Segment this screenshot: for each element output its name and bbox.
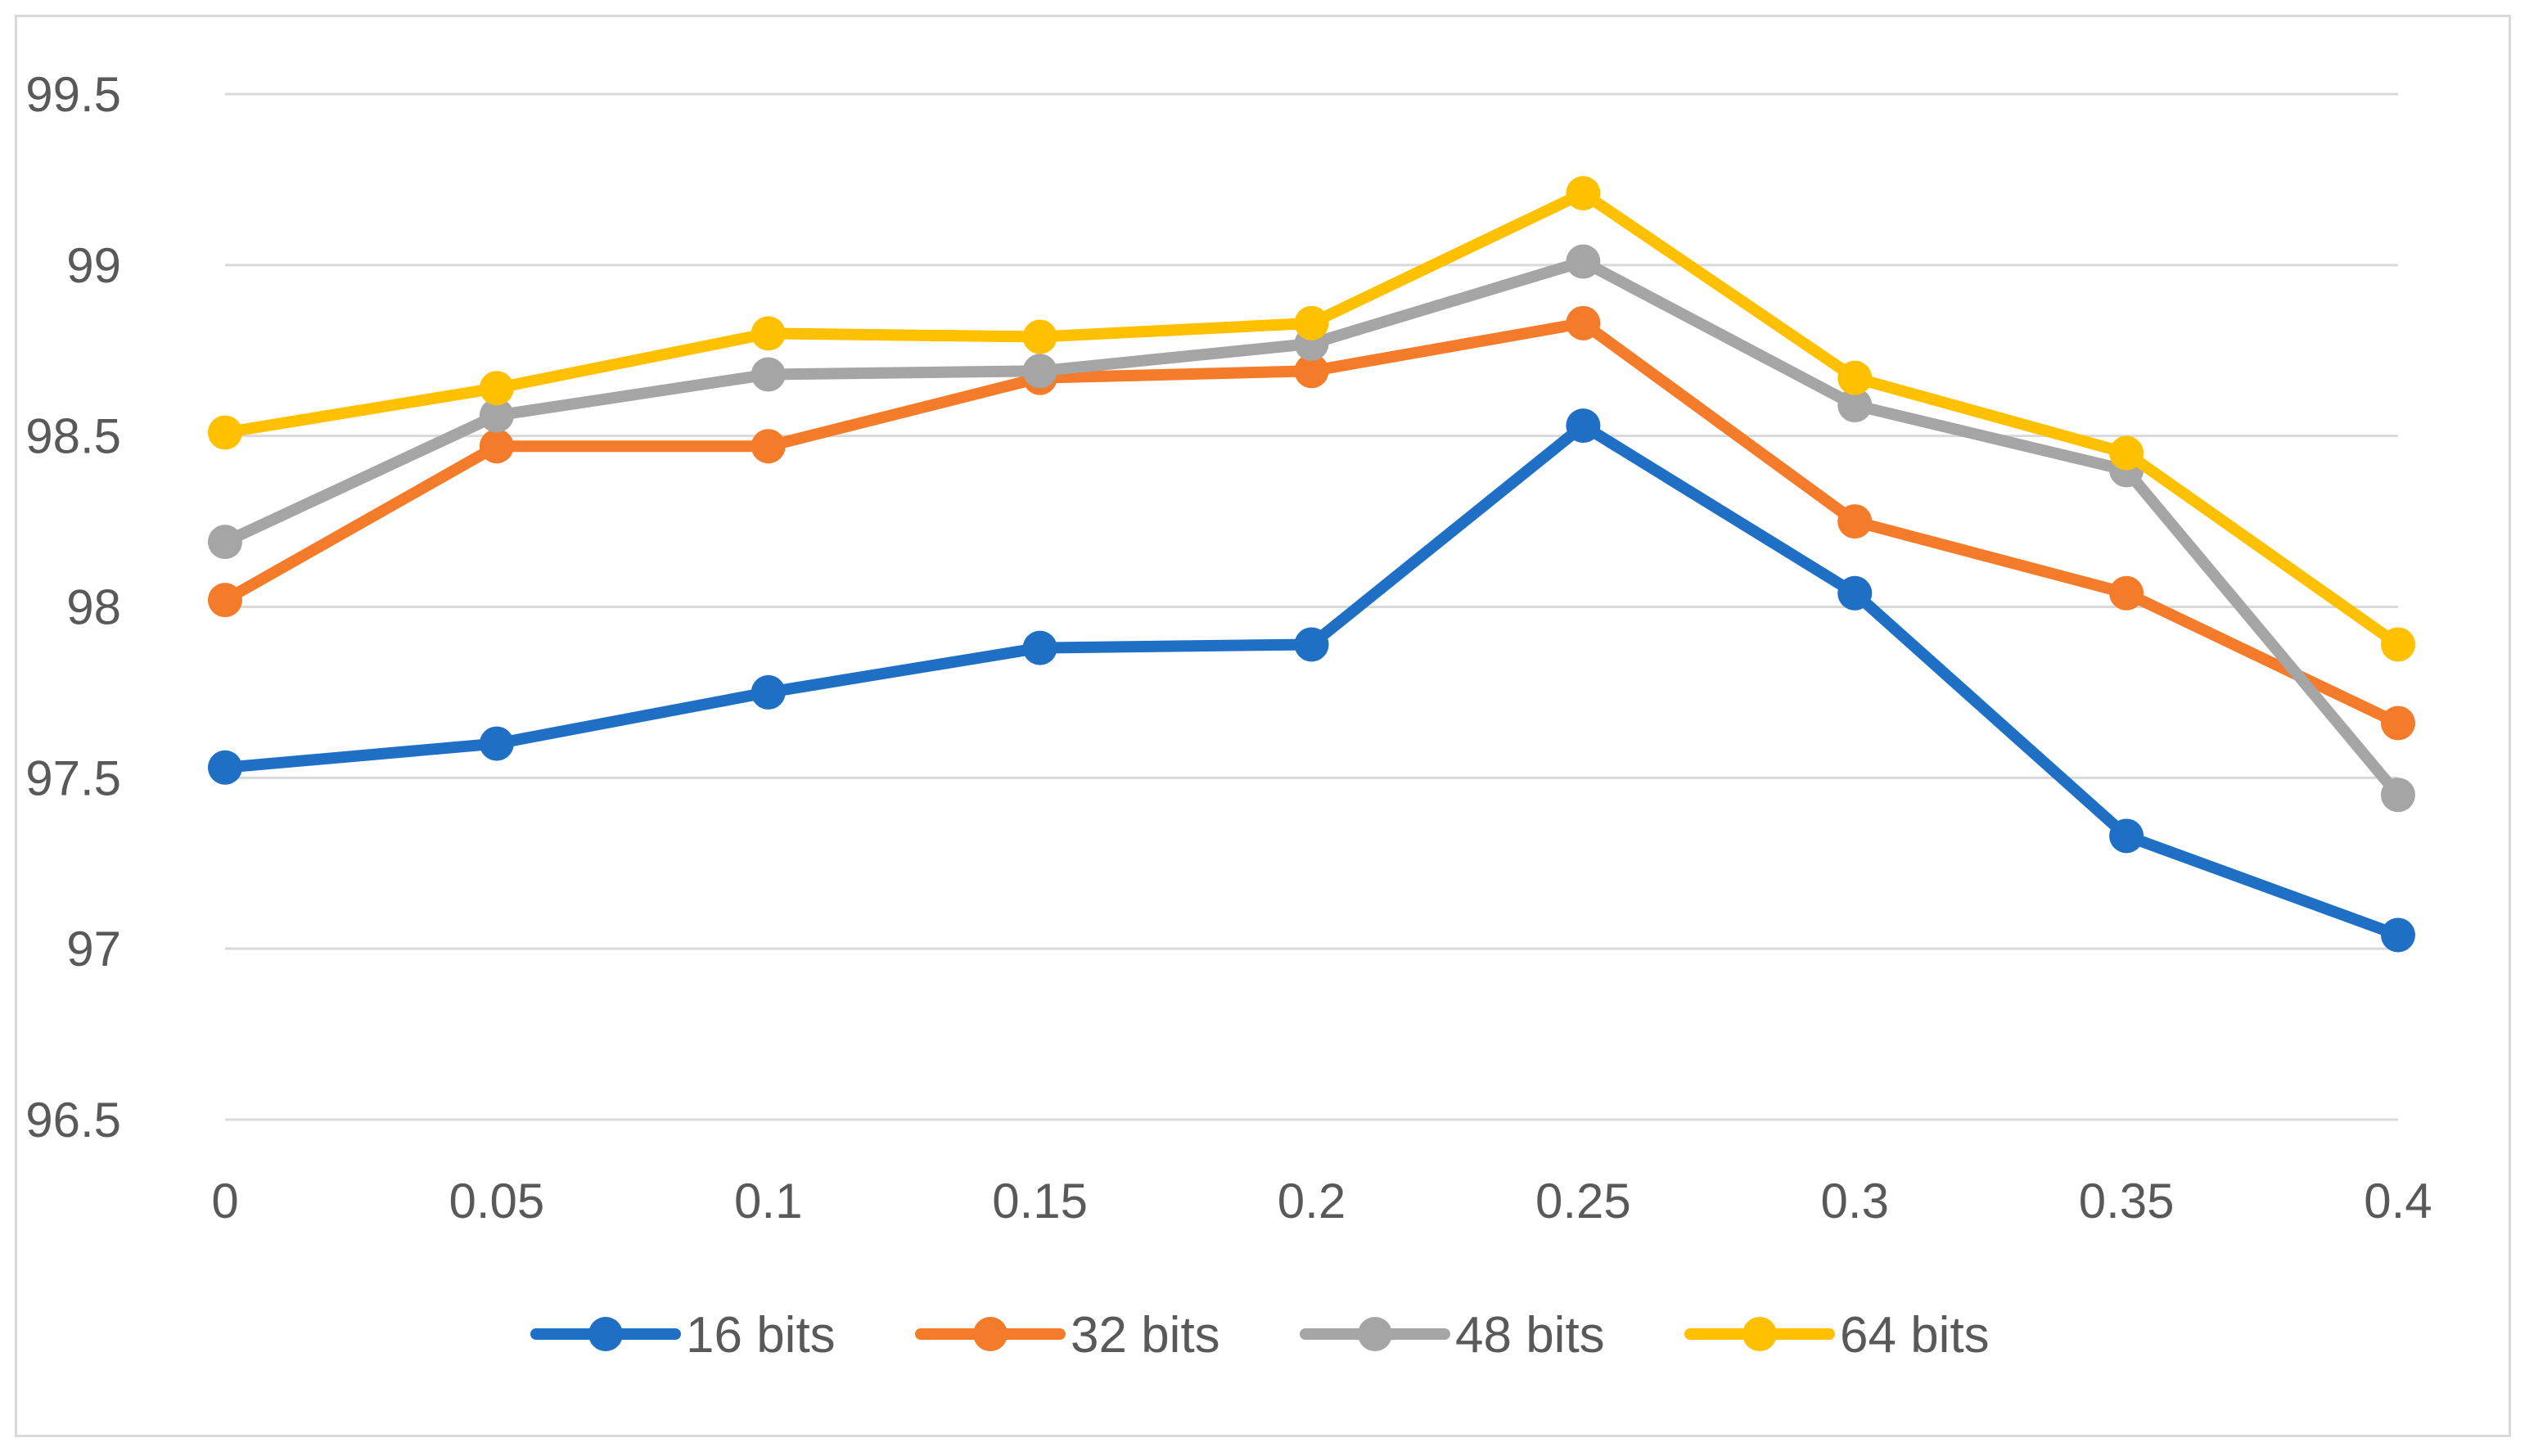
data-point (208, 525, 242, 560)
chart-frame (15, 15, 2511, 1437)
y-tick-label: 97 (66, 922, 121, 976)
data-point (1566, 244, 1601, 279)
x-tick-label: 0 (211, 1174, 238, 1228)
x-tick-label: 0.2 (1278, 1174, 1346, 1228)
y-tick-label: 99.5 (25, 67, 121, 122)
legend: 16 bits 32 bits 48 bits 64 bits (530, 1307, 1990, 1364)
data-point (208, 583, 242, 618)
x-tick-label: 0.15 (992, 1174, 1088, 1228)
legend-marker (1742, 1317, 1777, 1351)
data-point (751, 357, 786, 392)
series-line (219, 420, 2404, 941)
data-point (1837, 504, 1873, 539)
data-point (479, 398, 514, 433)
data-point (2381, 917, 2415, 953)
legend-marker (588, 1317, 623, 1351)
x-tick-label: 0.4 (2364, 1174, 2432, 1228)
y-tick-label: 97.5 (25, 751, 121, 805)
legend-item: 32 bits (915, 1307, 1220, 1364)
legend-item: 48 bits (1300, 1307, 1605, 1364)
data-point (479, 726, 514, 761)
data-series (208, 176, 2415, 953)
gridlines (225, 92, 2398, 1121)
data-point (1566, 176, 1601, 211)
legend-label: 64 bits (1840, 1307, 1990, 1364)
series-64-bits (208, 176, 2415, 662)
y-tick-label: 99 (66, 238, 121, 293)
data-point (751, 316, 786, 351)
x-tick-label: 0.35 (2079, 1174, 2175, 1228)
data-point (2109, 435, 2144, 471)
data-point (208, 750, 242, 785)
data-point (1294, 305, 1329, 340)
legend-item: 16 bits (530, 1307, 836, 1364)
y-axis-tick-labels: 96.5 97 97.5 98 98.5 99 99.5 (25, 67, 121, 1147)
legend-marker (973, 1317, 1008, 1351)
legend-marker (1358, 1317, 1392, 1351)
legend-item: 64 bits (1684, 1307, 1990, 1364)
series-32-bits (208, 305, 2415, 741)
y-tick-label: 98 (66, 580, 121, 635)
legend-label: 16 bits (686, 1307, 836, 1364)
legend-label: 32 bits (1071, 1307, 1220, 1364)
data-point (1294, 627, 1329, 662)
y-tick-label: 96.5 (25, 1093, 121, 1147)
data-point (1837, 360, 1873, 395)
x-tick-label: 0.3 (1821, 1174, 1889, 1228)
data-point (1566, 408, 1601, 444)
data-point (1294, 354, 1329, 389)
data-point (751, 674, 786, 710)
data-point (1022, 630, 1057, 665)
data-point (2381, 705, 2415, 741)
x-tick-label: 0.1 (734, 1174, 802, 1228)
data-point (2381, 778, 2415, 813)
series-16-bits (208, 408, 2415, 953)
data-point (1566, 305, 1601, 340)
data-point (1022, 354, 1057, 389)
data-point (1837, 388, 1873, 423)
data-point (479, 429, 514, 464)
y-tick-label: 98.5 (25, 409, 121, 464)
data-point (751, 429, 786, 464)
data-point (2109, 575, 2144, 611)
data-point (1837, 575, 1873, 611)
x-tick-label: 0.05 (449, 1174, 544, 1228)
data-point (2109, 818, 2144, 854)
x-axis-tick-labels: 0 0.05 0.1 0.15 0.2 0.25 0.3 0.35 0.4 (211, 1174, 2432, 1228)
data-point (1022, 319, 1057, 354)
data-point (479, 371, 514, 406)
data-point (208, 415, 242, 450)
data-point (2381, 627, 2415, 662)
x-tick-label: 0.25 (1535, 1174, 1631, 1228)
legend-label: 48 bits (1455, 1307, 1605, 1364)
